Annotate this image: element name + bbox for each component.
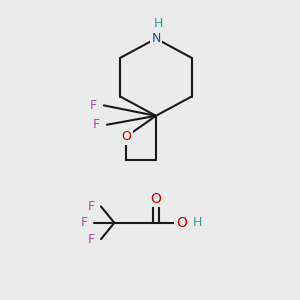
Text: F: F: [92, 118, 100, 131]
Text: O: O: [151, 192, 161, 206]
Text: H: H: [154, 17, 164, 30]
Text: F: F: [88, 200, 95, 213]
Text: O: O: [121, 130, 131, 143]
Text: F: F: [80, 216, 88, 229]
Text: F: F: [88, 233, 95, 246]
Text: O: O: [176, 216, 187, 230]
Text: N: N: [151, 32, 160, 45]
Text: F: F: [89, 99, 97, 112]
Text: H: H: [193, 216, 202, 229]
